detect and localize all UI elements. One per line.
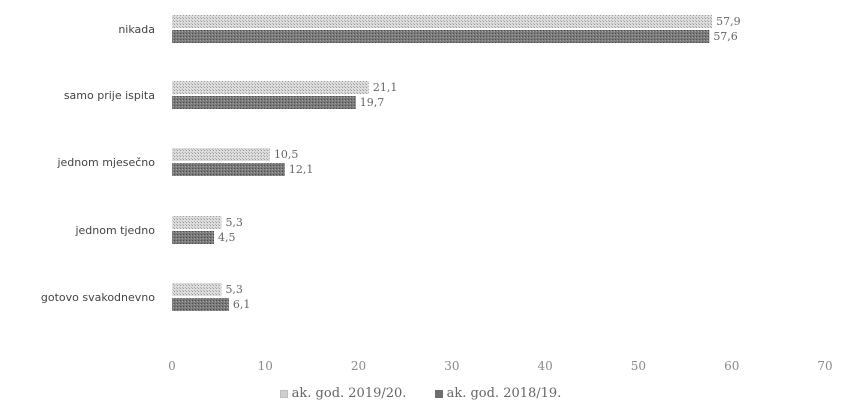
x-tick-30: 30 (444, 359, 459, 373)
legend-swatch-2019 (279, 389, 288, 398)
value-labels: 57,9 57,6 21,1 19,7 10,5 12,1 5,3 4,5 5,3 6,1 (218, 15, 741, 311)
category-label-gotovo-svakodnevno: gotovo svakodnevno (41, 291, 155, 304)
bar-gotovo-svakodnevno-2018 (172, 298, 229, 311)
legend-label-2019: ak. god. 2019/20. (291, 386, 407, 401)
category-label-samo-prije-ispita: samo prije ispita (64, 89, 155, 102)
legend-label-2018: ak. god. 2018/19. (446, 386, 562, 401)
bars (172, 15, 713, 311)
bar-jednom-tjedno-2018 (172, 231, 214, 244)
x-tick-60: 60 (724, 359, 739, 373)
value-label-jednom-tjedno-2019: 5,3 (225, 216, 243, 229)
x-tick-40: 40 (538, 359, 553, 373)
legend-swatch-2018 (434, 389, 443, 398)
value-label-samo-prije-ispita-2019: 21,1 (373, 81, 398, 94)
value-label-gotovo-svakodnevno-2019: 5,3 (225, 283, 243, 296)
bar-samo-prije-ispita-2018 (172, 96, 356, 109)
category-label-nikada: nikada (118, 23, 155, 36)
x-tick-10: 10 (258, 359, 273, 373)
x-tick-70: 70 (817, 359, 832, 373)
x-tick-50: 50 (631, 359, 646, 373)
category-label-jednom-mjesecno: jednom mjesečno (56, 156, 155, 169)
x-tick-0: 0 (168, 359, 176, 373)
value-label-nikada-2019: 57,9 (716, 15, 741, 28)
value-label-jednom-mjesecno-2019: 10,5 (274, 148, 299, 161)
category-labels: nikada samo prije ispita jednom mjesečno je… (41, 23, 155, 304)
legend-item-2018: ak. god. 2018/19. (434, 386, 562, 401)
bar-jednom-mjesecno-2018 (172, 163, 285, 176)
bar-nikada-2019 (172, 15, 713, 28)
category-label-jednom-tjedno: jednom tjedno (74, 224, 155, 237)
legend-item-2019: ak. god. 2019/20. (279, 386, 407, 401)
bar-nikada-2018 (172, 30, 710, 43)
value-label-jednom-tjedno-2018: 4,5 (218, 231, 236, 244)
value-label-nikada-2018: 57,6 (713, 30, 738, 43)
legend: ak. god. 2019/20. ak. god. 2018/19. (0, 386, 841, 401)
value-label-gotovo-svakodnevno-2018: 6,1 (233, 298, 251, 311)
value-label-samo-prije-ispita-2018: 19,7 (360, 96, 385, 109)
value-label-jednom-mjesecno-2018: 12,1 (289, 163, 314, 176)
x-axis-ticks: 0 10 20 30 40 50 60 70 (168, 359, 832, 373)
bar-jednom-tjedno-2019 (172, 216, 222, 229)
bar-samo-prije-ispita-2019 (172, 81, 369, 94)
x-tick-20: 20 (351, 359, 366, 373)
bar-jednom-mjesecno-2019 (172, 148, 270, 161)
bar-gotovo-svakodnevno-2019 (172, 283, 222, 296)
